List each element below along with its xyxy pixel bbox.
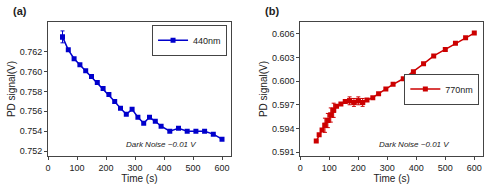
svg-text:200: 200 — [351, 163, 366, 173]
svg-text:0.756: 0.756 — [20, 106, 43, 116]
svg-text:600: 600 — [214, 163, 229, 173]
svg-text:0: 0 — [45, 163, 50, 173]
svg-text:0.606: 0.606 — [272, 29, 295, 39]
svg-text:100: 100 — [322, 163, 337, 173]
svg-text:0.591: 0.591 — [272, 147, 295, 157]
svg-text:0: 0 — [298, 163, 303, 173]
svg-text:Time (s): Time (s) — [121, 173, 157, 184]
svg-text:400: 400 — [409, 163, 424, 173]
svg-text:600: 600 — [467, 163, 482, 173]
svg-text:0.754: 0.754 — [20, 126, 43, 136]
svg-text:0.758: 0.758 — [20, 87, 43, 97]
svg-text:400: 400 — [156, 163, 171, 173]
svg-text:0.760: 0.760 — [20, 67, 43, 77]
svg-text:440nm: 440nm — [193, 36, 221, 46]
svg-text:500: 500 — [438, 163, 453, 173]
svg-text:0.597: 0.597 — [272, 100, 295, 110]
svg-text:0.762: 0.762 — [20, 47, 43, 57]
svg-text:0.600: 0.600 — [272, 76, 295, 86]
svg-text:(a): (a) — [13, 5, 27, 17]
svg-text:200: 200 — [98, 163, 113, 173]
svg-text:0.752: 0.752 — [20, 146, 43, 156]
svg-text:PD signal(V): PD signal(V) — [258, 61, 269, 117]
svg-text:PD signal(V): PD signal(V) — [6, 61, 17, 117]
svg-text:770nm: 770nm — [445, 85, 473, 95]
svg-text:300: 300 — [380, 163, 395, 173]
svg-text:500: 500 — [185, 163, 200, 173]
svg-text:0.603: 0.603 — [272, 53, 295, 63]
svg-text:Dark Noise ~0.01 V: Dark Noise ~0.01 V — [126, 140, 196, 149]
svg-text:Dark Noise ~0.01 V: Dark Noise ~0.01 V — [379, 140, 449, 149]
svg-text:Time (s): Time (s) — [374, 173, 410, 184]
svg-text:100: 100 — [69, 163, 84, 173]
svg-text:300: 300 — [127, 163, 142, 173]
svg-text:0.594: 0.594 — [272, 124, 295, 134]
svg-text:(b): (b) — [265, 5, 279, 17]
